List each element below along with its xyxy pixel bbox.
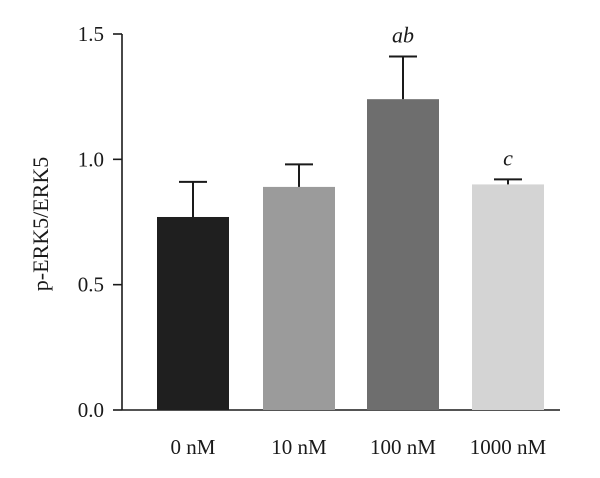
y-tick-label: 0.0 xyxy=(78,398,104,422)
y-axis-label: p-ERK5/ERK5 xyxy=(28,157,53,291)
bar xyxy=(157,216,229,410)
y-tick-labels: 0.0 0.5 1.0 1.5 xyxy=(78,22,104,422)
significance-annotation: ab xyxy=(392,23,414,48)
x-tick-label: 1000 nM xyxy=(470,435,547,459)
bar xyxy=(367,99,439,410)
bar xyxy=(472,184,544,410)
y-tick-label: 0.5 xyxy=(78,273,104,297)
x-tick-label: 100 nM xyxy=(370,435,436,459)
significance-annotation: c xyxy=(503,145,513,170)
error-bar xyxy=(179,180,207,217)
error-bars xyxy=(179,55,522,217)
error-bar xyxy=(285,163,313,187)
annotations: ab c xyxy=(392,23,513,171)
x-tick-label: 0 nM xyxy=(171,435,216,459)
bars xyxy=(157,99,544,410)
x-tick-labels: 0 nM 10 nM 100 nM 1000 nM xyxy=(171,435,547,459)
error-bar xyxy=(494,178,522,185)
x-tick-label: 10 nM xyxy=(271,435,327,459)
y-tick-label: 1.5 xyxy=(78,22,104,46)
bar xyxy=(263,186,335,410)
y-tick-label: 1.0 xyxy=(78,147,104,171)
error-bar xyxy=(389,55,417,100)
